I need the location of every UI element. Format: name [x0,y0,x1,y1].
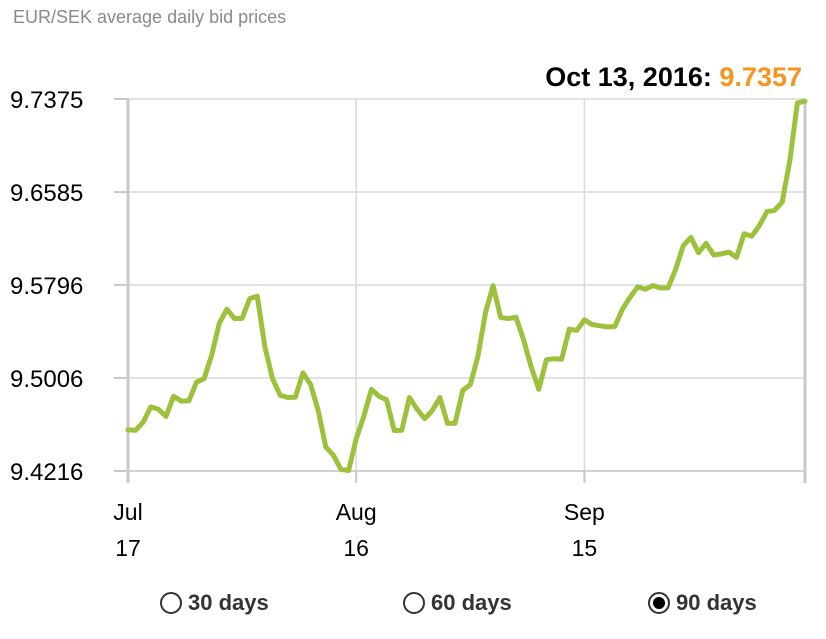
readout-date: Oct 13, 2016 [545,62,703,92]
option-60-days[interactable]: 60 days [403,590,512,616]
x-tick-label-month: Aug [336,499,377,525]
chart-title: EUR/SEK average daily bid prices [13,7,287,27]
readout-value: 9.7357 [719,62,802,92]
option-60-days-label: 60 days [431,590,512,615]
option-90-days[interactable]: 90 days [648,590,757,616]
option-30-days-label: 30 days [188,590,269,615]
radio-90-days[interactable] [648,592,670,614]
series-line [125,98,808,473]
y-tick-label: 9.7375 [10,87,83,114]
radio-60-days[interactable] [403,592,425,614]
readout-separator: : [702,62,712,92]
radio-selected-dot [653,597,665,609]
x-tick-label-day: 16 [343,535,369,561]
x-tick-label-day: 17 [115,535,141,561]
hover-readout: Oct 13, 2016: 9.7357 [545,62,802,93]
price-chart[interactable]: 9.7375 9.6585 9.5796 9.5006 9.4216 Jul 17 Aug 16… [0,0,826,590]
option-30-days[interactable]: 30 days [160,590,269,616]
x-tick-label-month: Jul [113,499,142,525]
option-90-days-label: 90 days [676,590,757,615]
y-tick-label: 9.5796 [10,273,83,300]
y-tick-label: 9.5006 [10,366,83,393]
x-tick-label-day: 15 [572,535,598,561]
y-tick-label: 9.6585 [10,180,83,207]
range-options: 30 days 60 days 90 days [0,590,826,630]
y-tick-label: 9.4216 [10,459,83,486]
radio-30-days[interactable] [160,592,182,614]
x-tick-label-month: Sep [564,499,605,525]
